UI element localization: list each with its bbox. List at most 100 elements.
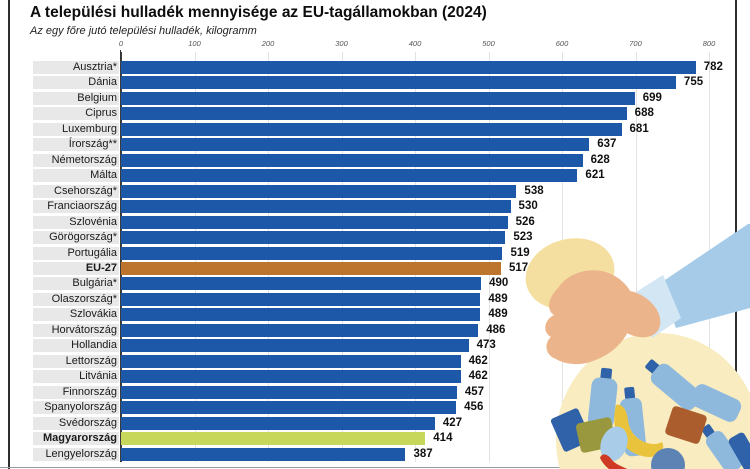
- country-label: Lengyelország: [45, 447, 117, 460]
- x-tick-label: 600: [555, 39, 569, 48]
- country-label: Ausztria*: [72, 61, 117, 73]
- bar: [121, 339, 469, 353]
- label-stripe: [33, 308, 119, 322]
- country-label: Málta: [90, 169, 117, 182]
- country-label: Görögország*: [49, 231, 117, 244]
- value-label: 628: [590, 153, 610, 166]
- country-label: EU-27: [85, 261, 117, 274]
- rust-can-icon: [665, 406, 707, 444]
- country-label: Horvátország: [51, 323, 117, 336]
- bar: [121, 354, 461, 368]
- pot-icon: [651, 448, 685, 469]
- value-label: 782: [703, 61, 723, 73]
- hand-holding-trash-bag-illustration: [525, 224, 750, 469]
- plastic-bottle-icon: [701, 424, 743, 469]
- value-label: 489: [488, 308, 508, 321]
- label-stripe: [33, 107, 119, 121]
- label-stripe: [33, 416, 119, 430]
- value-label: 462: [468, 370, 488, 383]
- zero-tick-mark: [120, 50, 121, 59]
- label-stripe: [33, 138, 119, 152]
- bar: [121, 385, 457, 399]
- country-label: Olaszország*: [51, 292, 117, 305]
- bar: [121, 91, 635, 105]
- value-label: 699: [642, 91, 662, 104]
- value-label: 526: [515, 215, 535, 228]
- country-label: Dánia: [88, 76, 117, 89]
- bar: [121, 370, 461, 384]
- country-label: Portugália: [67, 246, 117, 259]
- bar: [121, 308, 481, 322]
- value-label: 755: [683, 76, 704, 89]
- bar: [121, 292, 481, 306]
- label-stripe: [33, 354, 119, 368]
- country-label: Szlovákia: [69, 308, 117, 321]
- bar: [121, 261, 501, 275]
- label-stripe: [33, 401, 119, 415]
- value-label: 456: [464, 401, 484, 414]
- label-stripe: [33, 339, 119, 353]
- label-stripe: [33, 231, 119, 245]
- frame-bottom-border: [0, 467, 750, 468]
- label-stripe: [33, 153, 119, 167]
- bar: [121, 401, 457, 415]
- value-label: 538: [524, 184, 544, 197]
- bar: [121, 215, 508, 229]
- label-stripe: [33, 246, 119, 260]
- country-label: Litvánia: [79, 370, 117, 383]
- label-stripe: [33, 61, 119, 74]
- bar: [121, 432, 426, 446]
- x-tick-label: 500: [482, 39, 495, 48]
- label-stripe: [33, 323, 119, 337]
- country-label: Franciaország: [47, 200, 117, 213]
- value-label: 414: [433, 432, 453, 445]
- x-tick-label: 700: [629, 39, 642, 48]
- x-tick-label: 100: [188, 39, 201, 48]
- bar: [121, 122, 622, 136]
- label-stripe: [33, 447, 119, 461]
- country-label: Hollandia: [71, 339, 117, 352]
- plastic-bottle-icon: [645, 359, 702, 411]
- bar: [121, 169, 578, 183]
- value-label: 490: [489, 277, 509, 290]
- country-label: Lettország: [65, 354, 117, 367]
- x-tick-label: 200: [261, 39, 275, 48]
- value-label: 473: [476, 339, 496, 352]
- bar: [121, 76, 676, 90]
- country-label: Belgium: [77, 91, 117, 104]
- value-label: 517: [508, 261, 529, 274]
- chart-title: A települési hulladék mennyisége az EU-t…: [30, 4, 487, 21]
- gridline: [635, 52, 637, 462]
- bar: [121, 246, 503, 260]
- fist: [545, 270, 661, 365]
- value-label: 637: [597, 138, 617, 151]
- country-label: Csehország*: [54, 184, 117, 197]
- bar: [121, 200, 511, 214]
- label-stripe: [33, 200, 119, 214]
- label-stripe: [33, 261, 119, 275]
- value-label: 387: [413, 447, 433, 460]
- bar: [121, 153, 583, 167]
- label-stripe: [33, 292, 119, 306]
- value-label: 519: [510, 246, 530, 259]
- plastic-bottle-icon: [690, 384, 742, 422]
- value-label: 530: [518, 200, 538, 213]
- x-tick-label: 800: [702, 39, 716, 48]
- country-label: Ciprus: [85, 107, 117, 120]
- value-label: 621: [585, 169, 605, 182]
- bar: [121, 138, 590, 152]
- glove-icon: [600, 426, 628, 462]
- bar: [121, 416, 435, 430]
- x-tick-label: 300: [335, 39, 348, 48]
- value-label: 486: [486, 323, 506, 336]
- bar: [121, 447, 406, 461]
- bar-rows: Ausztria* 782 Dánia 755 Belgium 699 Ciprus 688 L…: [0, 60, 750, 466]
- country-label: Írország**: [68, 138, 117, 151]
- label-stripe: [33, 184, 119, 198]
- label-stripe: [33, 370, 119, 384]
- x-tick-label: 400: [408, 39, 422, 48]
- chili-pepper-icon: [600, 454, 628, 469]
- country-label: Luxemburg: [61, 122, 117, 135]
